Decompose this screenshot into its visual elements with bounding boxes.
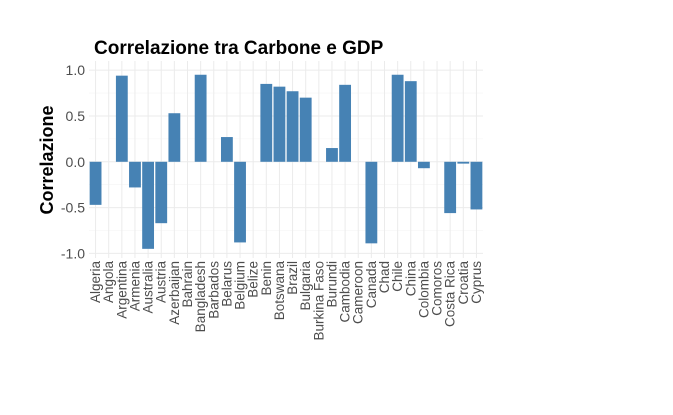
x-tick-label: Chile	[390, 261, 405, 292]
x-tick-label: Austria	[154, 261, 169, 304]
bar-benin	[260, 83, 273, 162]
x-tick-label: Belgium	[233, 261, 248, 310]
bar-burundi	[326, 148, 338, 162]
x-tick-label: Azerbaijan	[167, 261, 182, 325]
plot-area: -1.0 -0.5 0.0 0.5 1.0 AlgeriaAngolaArgentina…	[61, 61, 484, 341]
x-tick-label: Costa Rica	[443, 261, 458, 328]
bar-brazil	[286, 91, 299, 162]
bar-algeria	[89, 161, 102, 205]
x-tick-label: Belize	[246, 261, 261, 298]
bar-belarus	[220, 137, 233, 162]
bar-cyprus	[470, 161, 483, 210]
bar-canada	[365, 161, 378, 244]
x-tick-label: Chad	[377, 261, 392, 293]
bar-botswana	[273, 86, 286, 162]
x-tick-label: Benin	[259, 261, 274, 296]
x-tick-label: Barbados	[206, 261, 221, 319]
x-tick-label: Burkina Faso	[311, 261, 326, 341]
x-tick-label: Brazil	[285, 261, 300, 295]
bar-argentina	[115, 75, 128, 162]
bar-costa-rica	[444, 161, 457, 214]
x-tick-label: Australia	[141, 261, 156, 314]
x-tick-label: Colombia	[416, 261, 431, 319]
bar-armenia	[129, 161, 141, 188]
x-tick-label: Botswana	[272, 261, 287, 321]
x-tick-label: Comoros	[430, 261, 445, 316]
y-tick-label: -0.5	[61, 200, 85, 216]
x-tick-labels: AlgeriaAngolaArgentinaArmeniaAustraliaAu…	[88, 261, 484, 341]
y-axis-label: Correlazione	[37, 105, 57, 214]
x-tick-label: Cyprus	[469, 261, 484, 304]
x-tick-label: China	[403, 261, 418, 297]
y-tick-label: 0.0	[66, 154, 86, 170]
bar-colombia	[417, 161, 430, 169]
bar-chile	[391, 74, 404, 162]
x-tick-label: Armenia	[127, 261, 142, 312]
x-tick-label: Canada	[364, 261, 379, 309]
bar-australia	[142, 161, 155, 249]
bar-bulgaria	[299, 97, 312, 162]
x-tick-label: Cameroon	[351, 261, 366, 324]
x-tick-label: Algeria	[88, 261, 103, 304]
x-tick-label: Belarus	[219, 261, 234, 307]
y-tick-label: 0.5	[66, 108, 86, 124]
x-tick-label: Bangladesh	[193, 261, 208, 332]
x-tick-label: Burundi	[324, 261, 339, 308]
bar-cambodia	[339, 84, 352, 162]
bar-bangladesh	[194, 74, 207, 162]
bar-belgium	[234, 161, 246, 243]
bar-azerbaijan	[168, 113, 181, 162]
x-tick-label: Bulgaria	[298, 261, 313, 311]
y-tick-labels: -1.0 -0.5 0.0 0.5 1.0	[61, 62, 85, 261]
x-tick-label: Croatia	[456, 261, 471, 305]
bar-austria	[155, 161, 168, 224]
x-tick-label: Cambodia	[338, 261, 353, 323]
bars	[89, 74, 483, 249]
y-tick-label: 1.0	[66, 62, 86, 78]
bar-china	[404, 81, 417, 162]
chart-title: Correlazione tra Carbone e GDP	[94, 38, 384, 59]
bar-croatia	[457, 161, 470, 164]
x-tick-label: Argentina	[114, 261, 129, 319]
y-tick-label: -1.0	[61, 245, 85, 261]
x-tick-label: Angola	[101, 261, 116, 304]
x-tick-label: Bahrain	[180, 261, 195, 308]
